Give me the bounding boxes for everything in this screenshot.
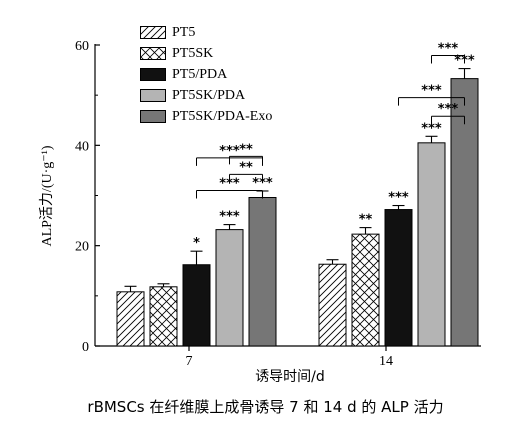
legend-swatch — [140, 68, 166, 81]
y-tick-label: 60 — [75, 39, 89, 54]
bar-PT5/PDA-7 — [182, 264, 211, 347]
bar-PT5-7 — [116, 291, 145, 347]
bar-PT5-14 — [318, 263, 347, 347]
legend-label: PT5 — [172, 24, 196, 40]
y-tick-label: 20 — [75, 240, 89, 255]
bar-PT5SK/PDA-14 — [417, 142, 446, 347]
significance-label: * — [193, 236, 200, 251]
bracket-label: ** — [239, 142, 253, 157]
legend-swatch — [140, 26, 166, 39]
significance-label: *** — [219, 210, 240, 225]
figure-caption: rBMSCs 在纤维膜上成骨诱导 7 和 14 d 的 ALP 活力 — [87, 398, 444, 416]
y-tick-label: 40 — [75, 139, 89, 154]
significance-label: *** — [388, 191, 409, 206]
x-tick-label: 14 — [379, 354, 393, 369]
x-tick-label: 7 — [186, 354, 193, 369]
x-axis-label: 诱导时间/d — [255, 369, 325, 385]
significance-annotations: ******************* — [196, 42, 465, 199]
legend: PT5 PT5SK PT5/PDA PT5SK/PDA PT5SK/PDA-Exo — [140, 22, 272, 127]
significance-label: *** — [252, 176, 273, 191]
bar-PT5/PDA-14 — [384, 209, 413, 347]
significance-label: ** — [359, 213, 373, 228]
y-tick-label: 0 — [82, 340, 89, 355]
bar-PT5SK/PDA-Exo-7 — [248, 197, 277, 347]
legend-item: PT5SK/PDA-Exo — [140, 106, 272, 127]
legend-label: PT5SK — [172, 45, 214, 61]
legend-swatch — [140, 89, 166, 102]
bar-PT5SK-14 — [351, 233, 380, 347]
legend-swatch — [140, 110, 166, 123]
bracket-label: *** — [219, 176, 240, 191]
y-axis-label: ALP活力/(U·g⁻¹) — [39, 145, 55, 246]
bracket-label: *** — [438, 42, 459, 57]
bracket-label: ** — [239, 160, 253, 175]
legend-item: PT5SK — [140, 43, 272, 64]
bar-PT5SK/PDA-7 — [215, 229, 244, 347]
bracket-label: *** — [421, 84, 442, 99]
legend-label: PT5/PDA — [172, 66, 228, 82]
significance-label: *** — [421, 121, 442, 136]
legend-swatch — [140, 47, 166, 60]
bars: ****************** — [116, 54, 479, 347]
bracket-label: *** — [438, 102, 459, 117]
legend-item: PT5 — [140, 22, 272, 43]
legend-item: PT5SK/PDA — [140, 85, 272, 106]
legend-label: PT5SK/PDA — [172, 87, 246, 103]
bar-PT5SK-7 — [149, 286, 178, 347]
bracket-label: *** — [219, 144, 240, 159]
legend-label: PT5SK/PDA-Exo — [172, 108, 273, 124]
legend-item: PT5/PDA — [140, 64, 272, 85]
